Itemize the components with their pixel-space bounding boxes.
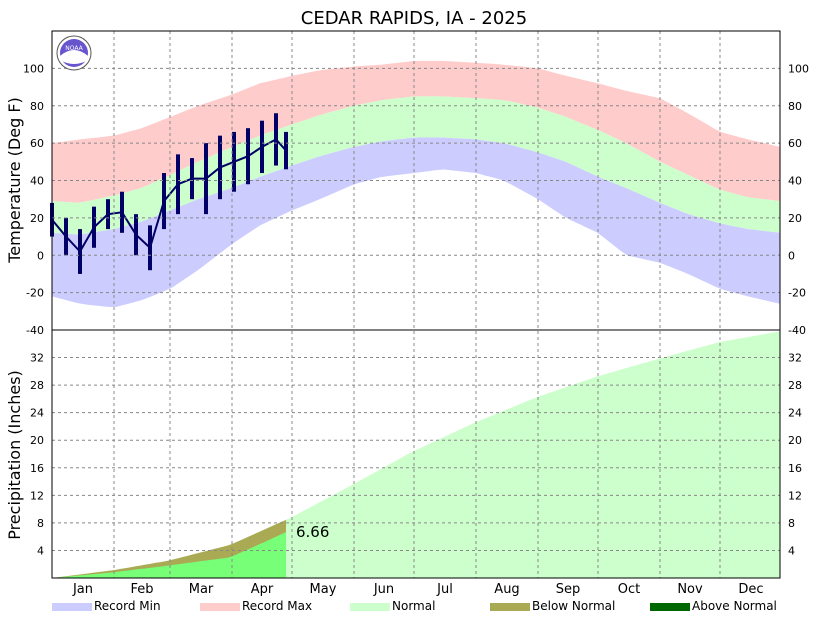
legend-label: Normal — [392, 599, 435, 613]
legend-label: Record Min — [94, 599, 161, 613]
precip-tick-right: 28 — [788, 379, 802, 392]
legend-label: Above Normal — [692, 599, 777, 613]
legend: Record Min Record Max Normal Below Normal Ab… — [52, 599, 777, 613]
month-label: Jan — [72, 582, 93, 597]
precip-tick-right: 16 — [788, 462, 802, 475]
precip-tick-left: 16 — [30, 462, 44, 475]
axes: -40 -40 -20 -20 0 0 20 20 40 40 60 60 80 80 100 100 4 4 8 8… — [23, 30, 809, 597]
temp-tick-left: 40 — [30, 175, 44, 188]
temp-tick-right: 100 — [788, 62, 809, 75]
temperature-panel — [50, 60, 780, 307]
temp-tick-left: 20 — [30, 212, 44, 225]
temp-tick-right: 20 — [788, 212, 802, 225]
precip-tick-left: 12 — [30, 489, 44, 502]
precip-tick-right: 24 — [788, 407, 802, 420]
legend-swatch — [52, 603, 92, 611]
temp-tick-left: 60 — [30, 137, 44, 150]
month-label: Oct — [618, 582, 640, 597]
month-label: Jun — [373, 582, 394, 597]
precipitation-panel: 6.66 — [52, 331, 780, 578]
temp-tick-left: -20 — [26, 287, 44, 300]
plot-frame — [51, 30, 781, 579]
temp-tick-right: 0 — [788, 249, 795, 262]
temp-tick-right: 40 — [788, 175, 802, 188]
precip-tick-left: 28 — [30, 379, 44, 392]
observed-precip-area — [52, 532, 286, 578]
month-label: May — [310, 582, 337, 597]
precip-tick-left: 32 — [30, 352, 44, 365]
legend-swatch — [650, 603, 690, 611]
month-label: Dec — [738, 582, 763, 597]
noaa-logo-icon: NOAA — [56, 35, 92, 71]
legend-swatch — [490, 603, 530, 611]
temp-tick-right: -20 — [788, 287, 806, 300]
normal-band — [52, 96, 780, 235]
month-label: Aug — [494, 582, 519, 597]
precipitation-axis-label: Precipitation (Inches) — [5, 370, 24, 540]
precip-tick-left: 24 — [30, 407, 44, 420]
precip-tick-right: 4 — [788, 544, 795, 557]
month-label: Mar — [189, 582, 214, 597]
temp-tick-left: 0 — [37, 249, 44, 262]
precip-tick-right: 8 — [788, 517, 795, 530]
month-label: Apr — [251, 582, 274, 597]
temp-tick-right: 80 — [788, 100, 802, 113]
record-max-band — [52, 60, 780, 203]
month-label: Feb — [130, 582, 153, 597]
logo-text: NOAA — [65, 45, 83, 52]
month-label: Sep — [556, 582, 581, 597]
precip-tick-left: 20 — [30, 434, 44, 447]
legend-swatch — [200, 603, 240, 611]
temp-tick-left: 100 — [23, 62, 44, 75]
temp-tick-left: 80 — [30, 100, 44, 113]
precip-tick-left: 4 — [37, 544, 44, 557]
legend-label: Below Normal — [532, 599, 615, 613]
month-label: Jul — [436, 582, 453, 597]
precip-tick-right: 32 — [788, 352, 802, 365]
chart-title: CEDAR RAPIDS, IA - 2025 — [301, 8, 527, 29]
observed-temp-line — [51, 138, 287, 254]
temp-tick-left: -40 — [26, 324, 44, 337]
temp-tick-right: 60 — [788, 137, 802, 150]
legend-swatch — [350, 603, 390, 611]
month-label: Nov — [677, 582, 703, 597]
precip-tick-right: 20 — [788, 434, 802, 447]
normal-precip-area — [52, 331, 780, 578]
precip-tick-right: 12 — [788, 489, 802, 502]
legend-label: Record Max — [242, 599, 312, 613]
precip-total-label: 6.66 — [296, 523, 329, 541]
temp-tick-right: -40 — [788, 324, 806, 337]
record-min-band — [52, 137, 780, 307]
temperature-axis-label: Temperature (Deg F) — [5, 97, 24, 264]
precip-tick-left: 8 — [37, 517, 44, 530]
